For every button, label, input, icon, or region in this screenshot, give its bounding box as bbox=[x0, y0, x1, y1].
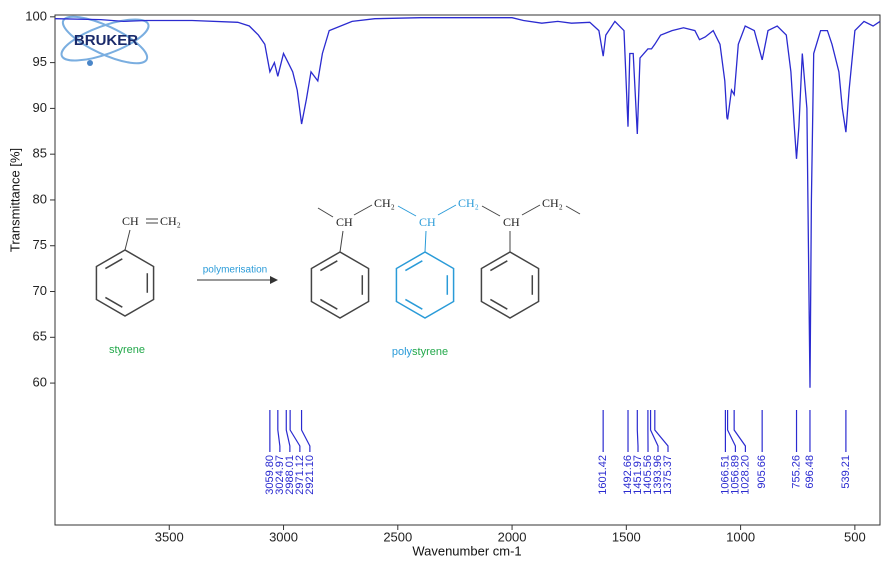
logo-orbit bbox=[61, 15, 149, 65]
bond bbox=[317, 207, 334, 218]
peak-label: 1375.37 bbox=[662, 455, 674, 495]
x-axis-title: Wavenumber cm-1 bbox=[412, 543, 521, 558]
benzene-ring bbox=[480, 251, 540, 319]
bond bbox=[339, 230, 344, 253]
bond bbox=[124, 229, 131, 251]
double-bond bbox=[490, 260, 508, 272]
double-bond bbox=[405, 260, 423, 272]
peak-marker bbox=[289, 410, 301, 452]
double-bond bbox=[320, 260, 338, 272]
logo: BRUKER bbox=[60, 15, 150, 66]
y-tick-label: 80 bbox=[33, 191, 47, 206]
y-tick-label: 65 bbox=[33, 329, 47, 344]
peak-label: 1451.97 bbox=[632, 455, 644, 495]
x-tick-label: 500 bbox=[844, 529, 866, 544]
benzene-ring bbox=[95, 249, 155, 317]
polymer-label: polystyrene bbox=[392, 346, 448, 358]
bond bbox=[565, 205, 581, 215]
peak-label: 1028.20 bbox=[739, 455, 751, 495]
y-tick-label: 90 bbox=[33, 100, 47, 115]
spectrum-line bbox=[54, 17, 881, 388]
benzene-ring bbox=[310, 251, 370, 319]
peak-label: 3024.97 bbox=[274, 455, 286, 495]
benzene-ring bbox=[395, 251, 455, 319]
peak-label: 1066.51 bbox=[719, 455, 731, 495]
polymerisation-diagram: CH CH₂ polymerisation styrene polystyren… bbox=[95, 196, 581, 358]
logo-dot bbox=[87, 60, 93, 66]
y-tick-label: 95 bbox=[33, 54, 47, 69]
peak-marker bbox=[733, 410, 746, 452]
peak-label: 2971.12 bbox=[294, 455, 306, 495]
ch2-label: CH₂ bbox=[542, 196, 563, 210]
peak-marker bbox=[649, 410, 659, 452]
ch-label: CH bbox=[419, 215, 436, 229]
ch-label: CH bbox=[503, 215, 520, 229]
y-tick-label: 75 bbox=[33, 237, 47, 252]
peak-label: 2921.10 bbox=[304, 455, 316, 495]
peak-marker bbox=[277, 410, 281, 452]
peak-label: 3059.80 bbox=[264, 455, 276, 495]
peak-marker bbox=[726, 410, 736, 452]
peak-marker bbox=[654, 410, 669, 452]
peak-label: 1056.89 bbox=[729, 455, 741, 495]
peak-marker bbox=[285, 410, 291, 452]
logo-orbit bbox=[60, 18, 150, 62]
bond bbox=[437, 204, 457, 216]
ch2-label: CH₂ bbox=[374, 196, 395, 210]
ch-label: CH bbox=[336, 215, 353, 229]
peak-marker bbox=[300, 410, 311, 452]
double-bond bbox=[105, 258, 123, 270]
y-axis-title: Transmittance [%] bbox=[7, 148, 22, 252]
peak-label: 696.48 bbox=[804, 455, 816, 489]
peak-label: 1393.96 bbox=[652, 455, 664, 495]
x-tick-label: 1000 bbox=[726, 529, 755, 544]
plot-frame bbox=[54, 14, 881, 526]
y-tick-label: 85 bbox=[33, 146, 47, 161]
y-tick-label: 70 bbox=[33, 283, 47, 298]
bond bbox=[397, 205, 417, 217]
y-tick-label: 100 bbox=[25, 8, 47, 23]
x-tick-label: 2000 bbox=[498, 529, 527, 544]
bond bbox=[353, 204, 373, 216]
peak-label: 1405.56 bbox=[642, 455, 654, 495]
peak-label: 1601.42 bbox=[597, 455, 609, 495]
peak-marker bbox=[636, 410, 639, 452]
monomer-label: styrene bbox=[109, 344, 145, 356]
double-bond bbox=[405, 298, 423, 310]
bond bbox=[481, 205, 501, 217]
ch2-label: CH₂ bbox=[458, 196, 479, 210]
double-bond bbox=[105, 296, 123, 308]
polymer-suffix: styrene bbox=[412, 346, 448, 358]
logo-text: BRUKER bbox=[74, 32, 138, 49]
peak-label: 755.26 bbox=[790, 455, 802, 489]
x-tick-label: 3500 bbox=[155, 529, 184, 544]
polymer-prefix: poly bbox=[392, 346, 413, 358]
bond bbox=[424, 230, 427, 253]
x-tick-label: 3000 bbox=[269, 529, 298, 544]
ch2-label: CH₂ bbox=[160, 214, 181, 228]
arrow-label: polymerisation bbox=[203, 265, 267, 276]
double-bond bbox=[490, 298, 508, 310]
peak-label: 2988.01 bbox=[284, 455, 296, 495]
ch-label: CH bbox=[122, 214, 139, 228]
peak-label: 905.66 bbox=[756, 455, 768, 489]
y-tick-label: 60 bbox=[33, 375, 47, 390]
double-bond bbox=[320, 298, 338, 310]
x-tick-label: 2500 bbox=[383, 529, 412, 544]
bond bbox=[521, 204, 541, 216]
arrow-head bbox=[270, 276, 278, 284]
peak-label: 539.21 bbox=[840, 455, 852, 489]
x-tick-label: 1500 bbox=[612, 529, 641, 544]
peak-label: 1492.66 bbox=[622, 455, 634, 495]
